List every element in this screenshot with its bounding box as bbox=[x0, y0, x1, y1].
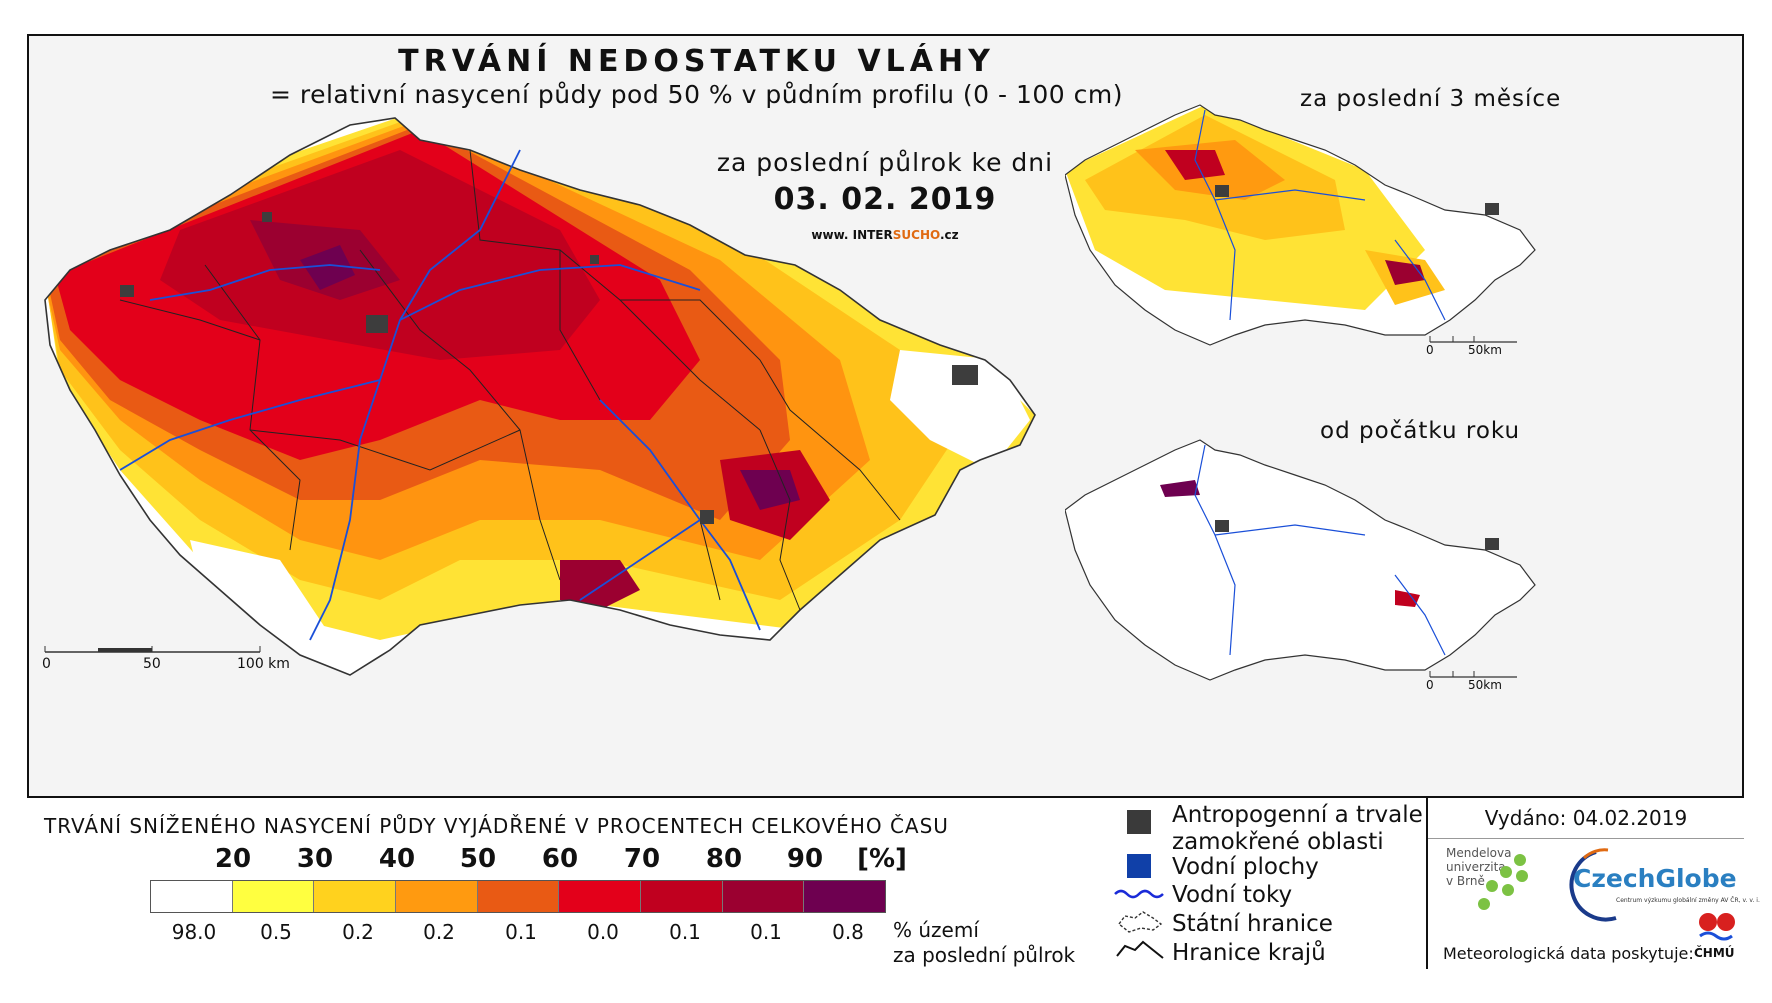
color-class-7 bbox=[721, 881, 804, 912]
issued-date: Vydáno: 04.02.2019 bbox=[1484, 806, 1688, 830]
urban-areas-main bbox=[120, 212, 978, 524]
river-symbol bbox=[1114, 889, 1164, 899]
pct-label-8: 0.8 bbox=[832, 920, 864, 944]
mendel-text: Mendelova univerzita v Brně bbox=[1446, 846, 1511, 888]
mendel-line-3: v Brně bbox=[1446, 874, 1485, 888]
scale-label-50: 50 bbox=[143, 656, 161, 672]
urban-area-swatch bbox=[1127, 810, 1151, 834]
inset-3m-scale-50: 50km bbox=[1468, 343, 1502, 357]
pct-label-5: 0.0 bbox=[587, 920, 619, 944]
pct-label-4: 0.1 bbox=[505, 920, 537, 944]
date-label: 03. 02. 2019 bbox=[773, 182, 997, 217]
urban-area-label-2: zamokřené oblasti bbox=[1172, 829, 1384, 855]
break-label-90: 90 bbox=[786, 844, 824, 874]
water-body-swatch bbox=[1127, 854, 1151, 878]
www-accent: SUCHO bbox=[892, 228, 940, 242]
data-provider-label: Meteorologická data poskytuje: bbox=[1443, 944, 1694, 963]
period-label: za poslední půlrok ke dni bbox=[716, 148, 1054, 177]
color-class-4 bbox=[476, 881, 559, 912]
czechglobe-text: CzechGlobe bbox=[1573, 864, 1737, 893]
czechglobe-logo bbox=[1569, 848, 1617, 922]
pct-label-0: 98.0 bbox=[171, 920, 217, 944]
region-border-symbol bbox=[1116, 940, 1164, 959]
break-label-50: 50 bbox=[459, 844, 497, 874]
inset-ytd-label: od počátku roku bbox=[1320, 418, 1521, 444]
color-class-2 bbox=[313, 881, 396, 912]
mendel-line-1: Mendelova bbox=[1446, 846, 1512, 860]
urban-area-label: Antropogenní a trvale bbox=[1172, 802, 1423, 828]
color-class-3 bbox=[395, 881, 477, 912]
inset-ytd-map bbox=[1065, 439, 1536, 681]
line-symbols bbox=[1114, 889, 1164, 959]
map-subtitle: = relativní nasycení půdy pod 50 % v půd… bbox=[269, 80, 1124, 109]
chmu-logo bbox=[1699, 913, 1735, 941]
www-prefix: www. INTER bbox=[811, 228, 893, 242]
inset-3m-map bbox=[1065, 104, 1536, 346]
chmu-text: ČHMÚ bbox=[1694, 946, 1735, 960]
scale-label-0: 0 bbox=[42, 656, 51, 672]
unit-label: [%] bbox=[857, 844, 907, 874]
break-label-80: 80 bbox=[705, 844, 743, 874]
inset-ytd-scale-0: 0 bbox=[1426, 678, 1434, 692]
color-class-5 bbox=[558, 881, 641, 912]
pct-label-3: 0.2 bbox=[423, 920, 455, 944]
issuer-divider bbox=[1428, 838, 1744, 839]
pct-label-6: 0.1 bbox=[669, 920, 701, 944]
www-suffix: .cz bbox=[939, 228, 959, 242]
czech-map-shape bbox=[45, 118, 1035, 675]
break-label-30: 30 bbox=[296, 844, 334, 874]
scale-label-100: 100 km bbox=[237, 656, 290, 672]
color-class-6 bbox=[640, 881, 722, 912]
color-scale bbox=[150, 880, 886, 913]
color-class-8 bbox=[803, 881, 886, 912]
state-border-label: Státní hranice bbox=[1172, 911, 1333, 937]
break-label-20: 20 bbox=[214, 844, 252, 874]
scale-bar-main bbox=[44, 646, 261, 653]
pct-area-caption-2: za poslední půlrok bbox=[893, 943, 1076, 967]
inset-3m-scale-0: 0 bbox=[1426, 343, 1434, 357]
pct-label-1: 0.5 bbox=[260, 920, 292, 944]
color-class-0 bbox=[151, 881, 232, 912]
region-borders-main bbox=[119, 149, 901, 611]
website-link[interactable]: www. INTERSUCHO.cz bbox=[700, 228, 1070, 242]
inset-3m-label: za poslední 3 měsíce bbox=[1300, 86, 1562, 112]
inset-ytd-scale-50: 50km bbox=[1468, 678, 1502, 692]
break-label-70: 70 bbox=[623, 844, 661, 874]
mendel-logo bbox=[1478, 854, 1528, 910]
map-title: TRVÁNÍ NEDOSTATKU VLÁHY bbox=[398, 44, 995, 79]
break-label-40: 40 bbox=[378, 844, 416, 874]
pct-label-7: 0.1 bbox=[750, 920, 782, 944]
water-body-label: Vodní plochy bbox=[1172, 854, 1319, 880]
pct-label-2: 0.2 bbox=[342, 920, 374, 944]
state-border-symbol bbox=[1118, 911, 1163, 933]
state-border-main bbox=[44, 117, 1036, 676]
pct-area-caption: % území bbox=[893, 918, 979, 942]
river-label: Vodní toky bbox=[1172, 882, 1293, 908]
region-border-label: Hranice krajů bbox=[1172, 940, 1326, 966]
legend-divider bbox=[1426, 796, 1428, 969]
color-class-1 bbox=[231, 881, 314, 912]
legend-title: TRVÁNÍ SNÍŽENÉHO NASYCENÍ PŮDY VYJÁDŘENÉ… bbox=[44, 814, 949, 838]
break-label-60: 60 bbox=[541, 844, 579, 874]
mendel-line-2: univerzita bbox=[1446, 860, 1506, 874]
czechglobe-subtext: Centrum výzkumu globální změny AV ČR, v.… bbox=[1616, 897, 1760, 904]
